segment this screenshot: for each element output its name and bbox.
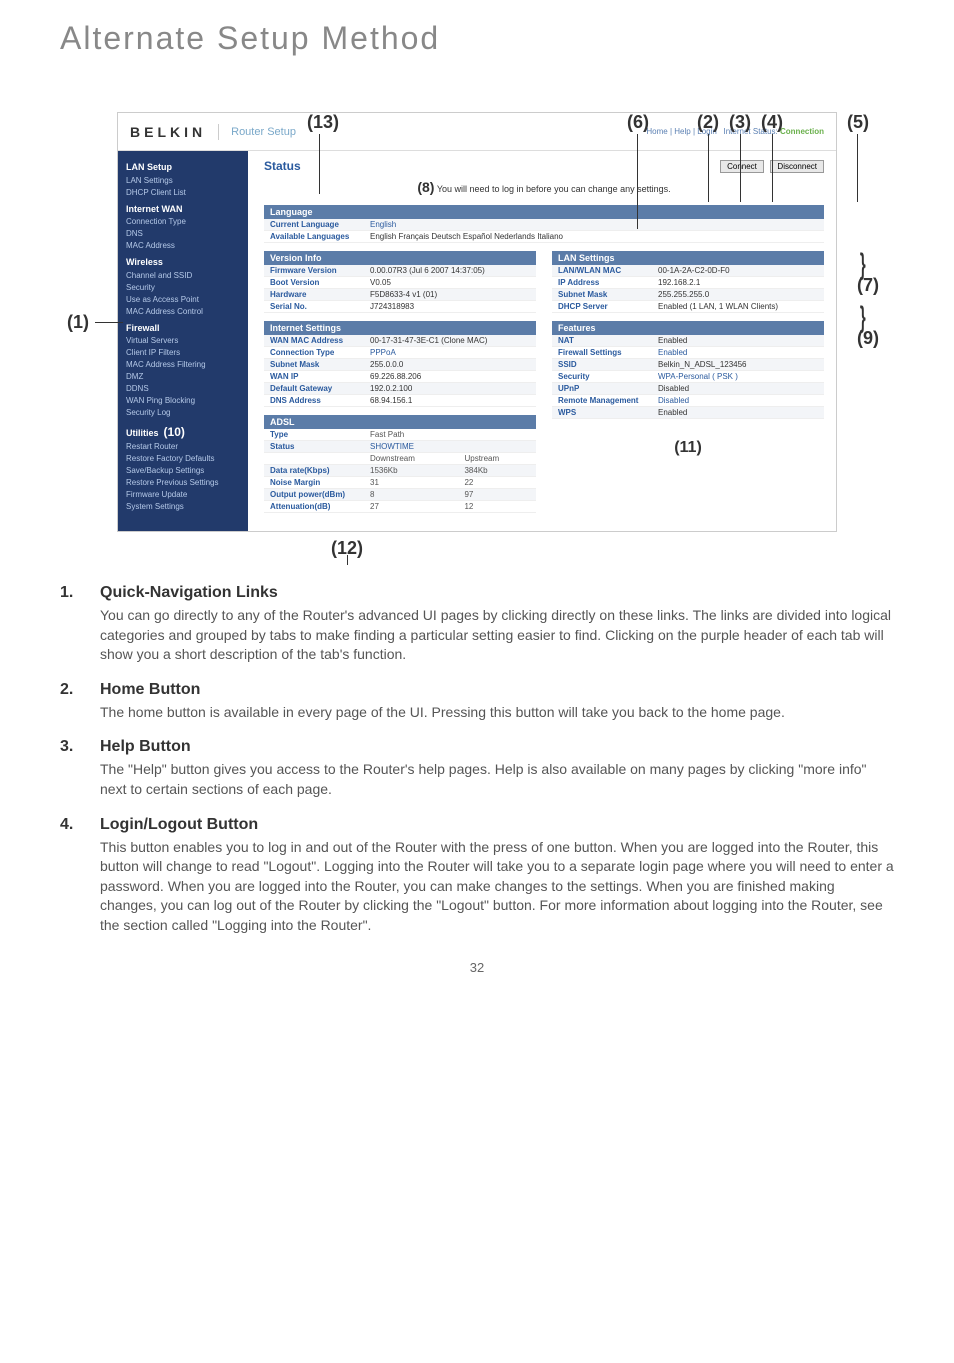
section-heading-1: Quick-Navigation Links: [100, 584, 894, 602]
sidebar-item-restore-factory[interactable]: Restore Factory Defaults: [126, 453, 248, 465]
sidebar-item-save-backup[interactable]: Save/Backup Settings: [126, 465, 248, 477]
page-number: 32: [60, 960, 894, 975]
list-item-2: Home Button The home button is available…: [60, 681, 894, 723]
callout-7: } (7): [857, 254, 887, 296]
callout-8: (8): [417, 179, 434, 195]
sidebar-item-conn-type[interactable]: Connection Type: [126, 216, 248, 228]
callout-6: (6): [627, 112, 649, 133]
callout-9: } (9): [857, 307, 887, 349]
sidebar-item-mac-address[interactable]: MAC Address: [126, 240, 248, 252]
section-body-2: The home button is available in every pa…: [100, 703, 894, 723]
internet-settings-block: Internet Settings WAN MAC Address00-17-3…: [264, 321, 536, 407]
sidebar-item-use-ap[interactable]: Use as Access Point: [126, 294, 248, 306]
features-header: Features: [552, 321, 824, 335]
section-body-4: This button enables you to log in and ou…: [100, 838, 894, 936]
router-figure: (13) (6) (2) (3) (4) (5) (1) } (7) } (9)…: [67, 112, 887, 559]
sidebar-item-restore-prev[interactable]: Restore Previous Settings: [126, 477, 248, 489]
section-body-3: The "Help" button gives you access to th…: [100, 760, 894, 799]
status-heading: Status: [264, 159, 301, 173]
sidebar-item-dns[interactable]: DNS: [126, 228, 248, 240]
sidebar-item-restart[interactable]: Restart Router: [126, 441, 248, 453]
language-header: Language: [264, 205, 824, 219]
list-item-1: Quick-Navigation Links You can go direct…: [60, 584, 894, 665]
adsl-block: ADSL TypeFast Path StatusSHOWTIME Downst…: [264, 415, 536, 513]
sidebar-nav: LAN Setup LAN Settings DHCP Client List …: [118, 151, 248, 531]
list-item-4: Login/Logout Button This button enables …: [60, 816, 894, 936]
section-heading-3: Help Button: [100, 738, 894, 756]
sidebar-lan-setup[interactable]: LAN Setup: [126, 161, 248, 175]
sidebar-item-fw-update[interactable]: Firmware Update: [126, 489, 248, 501]
sidebar-firewall[interactable]: Firewall: [126, 322, 248, 336]
sidebar-utilities[interactable]: Utilities (10): [126, 423, 248, 441]
sidebar-item-sys-settings[interactable]: System Settings: [126, 501, 248, 513]
callout-11: (11): [674, 439, 702, 456]
section-heading-4: Login/Logout Button: [100, 816, 894, 834]
lan-header: LAN Settings: [552, 251, 824, 265]
callout-12: (12): [0, 538, 757, 559]
sidebar-item-mac-filter[interactable]: MAC Address Filtering: [126, 359, 248, 371]
sidebar-item-wan-ping[interactable]: WAN Ping Blocking: [126, 395, 248, 407]
version-header: Version Info: [264, 251, 536, 265]
connect-button[interactable]: Connect: [720, 160, 764, 173]
callout-3: (3): [729, 112, 751, 133]
features-block: Features NATEnabled Firewall SettingsEna…: [552, 321, 824, 419]
sidebar-item-security[interactable]: Security: [126, 282, 248, 294]
internet-status-value: Connection: [780, 127, 824, 136]
lan-settings-block: LAN Settings LAN/WLAN MAC00-1A-2A-C2-0D-…: [552, 251, 824, 313]
callout-10: (10): [164, 425, 185, 439]
sidebar-wireless[interactable]: Wireless: [126, 256, 248, 270]
sidebar-item-virtual-servers[interactable]: Virtual Servers: [126, 335, 248, 347]
router-setup-label: Router Setup: [231, 126, 296, 138]
callout-5: (5): [847, 112, 869, 133]
callout-13: (13): [307, 112, 339, 133]
sidebar-item-lan-settings[interactable]: LAN Settings: [126, 175, 248, 187]
callout-4: (4): [761, 112, 783, 133]
router-ui: BELKIN Router Setup Home | Help | Login …: [117, 112, 837, 532]
description-list: Quick-Navigation Links You can go direct…: [60, 584, 894, 936]
belkin-logo: BELKIN: [130, 124, 219, 140]
callout-2: (2): [697, 112, 719, 133]
callout-1: (1): [67, 312, 89, 333]
sidebar-item-client-ip[interactable]: Client IP Filters: [126, 347, 248, 359]
internet-header: Internet Settings: [264, 321, 536, 335]
section-body-1: You can go directly to any of the Router…: [100, 606, 894, 665]
list-item-3: Help Button The "Help" button gives you …: [60, 738, 894, 799]
sidebar-item-dmz[interactable]: DMZ: [126, 371, 248, 383]
section-heading-2: Home Button: [100, 681, 894, 699]
language-block: Language Current LanguageEnglish Availab…: [264, 205, 824, 243]
disconnect-button[interactable]: Disconnect: [770, 160, 824, 173]
sidebar-item-channel-ssid[interactable]: Channel and SSID: [126, 270, 248, 282]
page-title: Alternate Setup Method: [60, 20, 894, 57]
sidebar-item-mac-ac[interactable]: MAC Address Control: [126, 306, 248, 318]
sidebar-item-ddns[interactable]: DDNS: [126, 383, 248, 395]
adsl-header: ADSL: [264, 415, 536, 429]
sidebar-item-dhcp-client[interactable]: DHCP Client List: [126, 187, 248, 199]
sidebar-item-sec-log[interactable]: Security Log: [126, 407, 248, 419]
sidebar-internet-wan[interactable]: Internet WAN: [126, 203, 248, 217]
version-info-block: Version Info Firmware Version0.00.07R3 (…: [264, 251, 536, 313]
main-panel: Status Connect Disconnect (8) You will n…: [248, 151, 836, 531]
